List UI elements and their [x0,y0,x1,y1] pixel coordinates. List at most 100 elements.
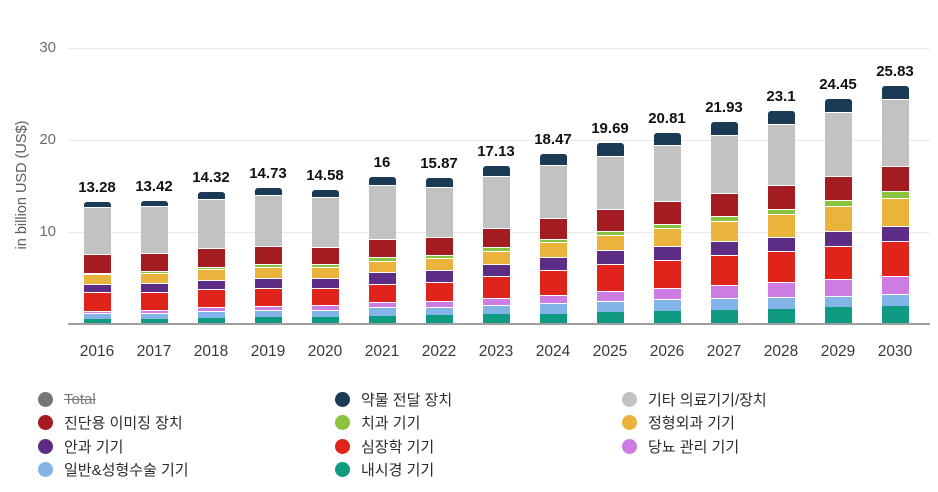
bar-segment-endoscopy[interactable] [596,311,624,324]
bar-segment-drug-delivery[interactable] [881,86,909,100]
legend-item-diabetes-care[interactable]: 당뇨 관리 기기 [622,437,739,456]
bar-segment-general-plastic-surgery[interactable] [539,302,567,314]
bar-segment-general-plastic-surgery[interactable] [596,300,624,312]
bar-segment-orthopedic[interactable] [596,234,624,250]
bar-segment-cardiology[interactable] [482,276,510,299]
bar-segment-cardiology[interactable] [767,251,795,283]
bar-segment-orthopedic[interactable] [767,214,795,238]
bar-segment-diabetes-care[interactable] [482,298,510,306]
bar-segment-cardiology[interactable] [140,291,168,310]
bar-segment-general-plastic-surgery[interactable] [311,309,339,317]
bar-segment-endoscopy[interactable] [197,318,225,324]
bar-segment-dental[interactable] [140,270,168,273]
bar-segment-diagnostic-imaging[interactable] [83,253,111,273]
legend-item-orthopedic[interactable]: 정형외과 기기 [622,414,735,432]
bar-segment-dental[interactable] [539,239,567,242]
bar-segment-orthopedic[interactable] [140,272,168,283]
bar-segment-other-devices[interactable] [83,206,111,254]
bar-segment-other-devices[interactable] [767,124,795,186]
bar-segment-diagnostic-imaging[interactable] [710,193,738,217]
bar-segment-dental[interactable] [767,209,795,215]
bar-segment-dental[interactable] [710,216,738,222]
bar-segment-drug-delivery[interactable] [83,201,111,207]
bar-segment-dental[interactable] [482,247,510,252]
bar-segment-drug-delivery[interactable] [425,177,453,187]
bar-segment-cardiology[interactable] [83,291,111,311]
bar-segment-dental[interactable] [425,254,453,258]
legend-item-diagnostic-imaging[interactable]: 진단용 이미징 장치 [38,414,183,432]
bar-segment-diagnostic-imaging[interactable] [254,246,282,265]
legend-item-general-plastic-surgery[interactable]: 일반&성형수술 기기 [38,461,189,479]
bar-segment-diagnostic-imaging[interactable] [311,246,339,264]
bar-segment-diagnostic-imaging[interactable] [596,208,624,231]
legend-item-endoscopy[interactable]: 내시경 기기 [335,461,434,479]
bar-segment-endoscopy[interactable] [83,318,111,324]
bar-segment-general-plastic-surgery[interactable] [368,306,396,316]
bar-segment-general-plastic-surgery[interactable] [254,310,282,318]
bar-segment-other-devices[interactable] [368,184,396,239]
bar-segment-cardiology[interactable] [881,241,909,277]
bar-segment-other-devices[interactable] [311,196,339,247]
bar-segment-ophthalmic[interactable] [254,278,282,289]
bar-segment-cardiology[interactable] [368,283,396,302]
bar-segment-drug-delivery[interactable] [653,132,681,145]
bar-segment-drug-delivery[interactable] [767,111,795,125]
bar-segment-cardiology[interactable] [710,255,738,286]
bar-segment-ophthalmic[interactable] [881,226,909,242]
bar-segment-dental[interactable] [881,191,909,199]
bar-segment-drug-delivery[interactable] [482,166,510,177]
bar-segment-diagnostic-imaging[interactable] [881,166,909,192]
bar-segment-cardiology[interactable] [653,259,681,288]
bar-segment-diabetes-care[interactable] [425,300,453,307]
bar-segment-other-devices[interactable] [197,199,225,249]
bar-segment-other-devices[interactable] [254,195,282,247]
bar-segment-ophthalmic[interactable] [425,269,453,282]
bar-segment-diabetes-care[interactable] [254,306,282,311]
bar-segment-orthopedic[interactable] [311,266,339,278]
bar-segment-other-devices[interactable] [482,176,510,229]
bar-segment-endoscopy[interactable] [482,314,510,324]
bar-segment-endoscopy[interactable] [710,310,738,324]
bar-segment-diagnostic-imaging[interactable] [425,236,453,255]
bar-segment-diabetes-care[interactable] [83,310,111,313]
bar-segment-diabetes-care[interactable] [824,278,852,296]
bar-segment-drug-delivery[interactable] [710,122,738,136]
bar-segment-general-plastic-surgery[interactable] [881,294,909,307]
bar-segment-orthopedic[interactable] [368,260,396,272]
bar-segment-orthopedic[interactable] [539,242,567,257]
bar-segment-orthopedic[interactable] [824,206,852,231]
bar-segment-orthopedic[interactable] [83,273,111,284]
bar-segment-general-plastic-surgery[interactable] [710,298,738,310]
bar-segment-diagnostic-imaging[interactable] [482,228,510,248]
bar-segment-endoscopy[interactable] [425,314,453,324]
bar-segment-other-devices[interactable] [596,155,624,209]
bar-segment-drug-delivery[interactable] [197,192,225,200]
bar-segment-dental[interactable] [197,267,225,270]
bar-segment-ophthalmic[interactable] [311,277,339,288]
bar-segment-diabetes-care[interactable] [767,282,795,298]
bar-segment-other-devices[interactable] [539,165,567,219]
bar-segment-endoscopy[interactable] [254,317,282,324]
bar-segment-ophthalmic[interactable] [197,280,225,290]
bar-segment-diagnostic-imaging[interactable] [539,218,567,239]
legend-item-drug-delivery[interactable]: 약물 전달 장치 [335,390,452,409]
bar-segment-ophthalmic[interactable] [653,245,681,260]
bar-segment-other-devices[interactable] [425,186,453,237]
bar-segment-orthopedic[interactable] [197,269,225,281]
bar-segment-diagnostic-imaging[interactable] [767,185,795,210]
bar-segment-ophthalmic[interactable] [140,282,168,292]
bar-segment-general-plastic-surgery[interactable] [482,305,510,315]
bar-segment-drug-delivery[interactable] [824,99,852,113]
bar-segment-cardiology[interactable] [311,287,339,305]
bar-segment-ophthalmic[interactable] [710,241,738,256]
bar-segment-general-plastic-surgery[interactable] [197,311,225,318]
bar-segment-diabetes-care[interactable] [881,276,909,295]
legend-item-dental[interactable]: 치과 기기 [335,414,420,432]
bar-segment-diagnostic-imaging[interactable] [140,252,168,271]
bar-segment-general-plastic-surgery[interactable] [767,297,795,310]
bar-segment-diagnostic-imaging[interactable] [197,248,225,268]
bar-segment-endoscopy[interactable] [653,310,681,324]
bar-segment-ophthalmic[interactable] [596,249,624,264]
bar-segment-diagnostic-imaging[interactable] [824,176,852,200]
bar-segment-endoscopy[interactable] [767,309,795,324]
